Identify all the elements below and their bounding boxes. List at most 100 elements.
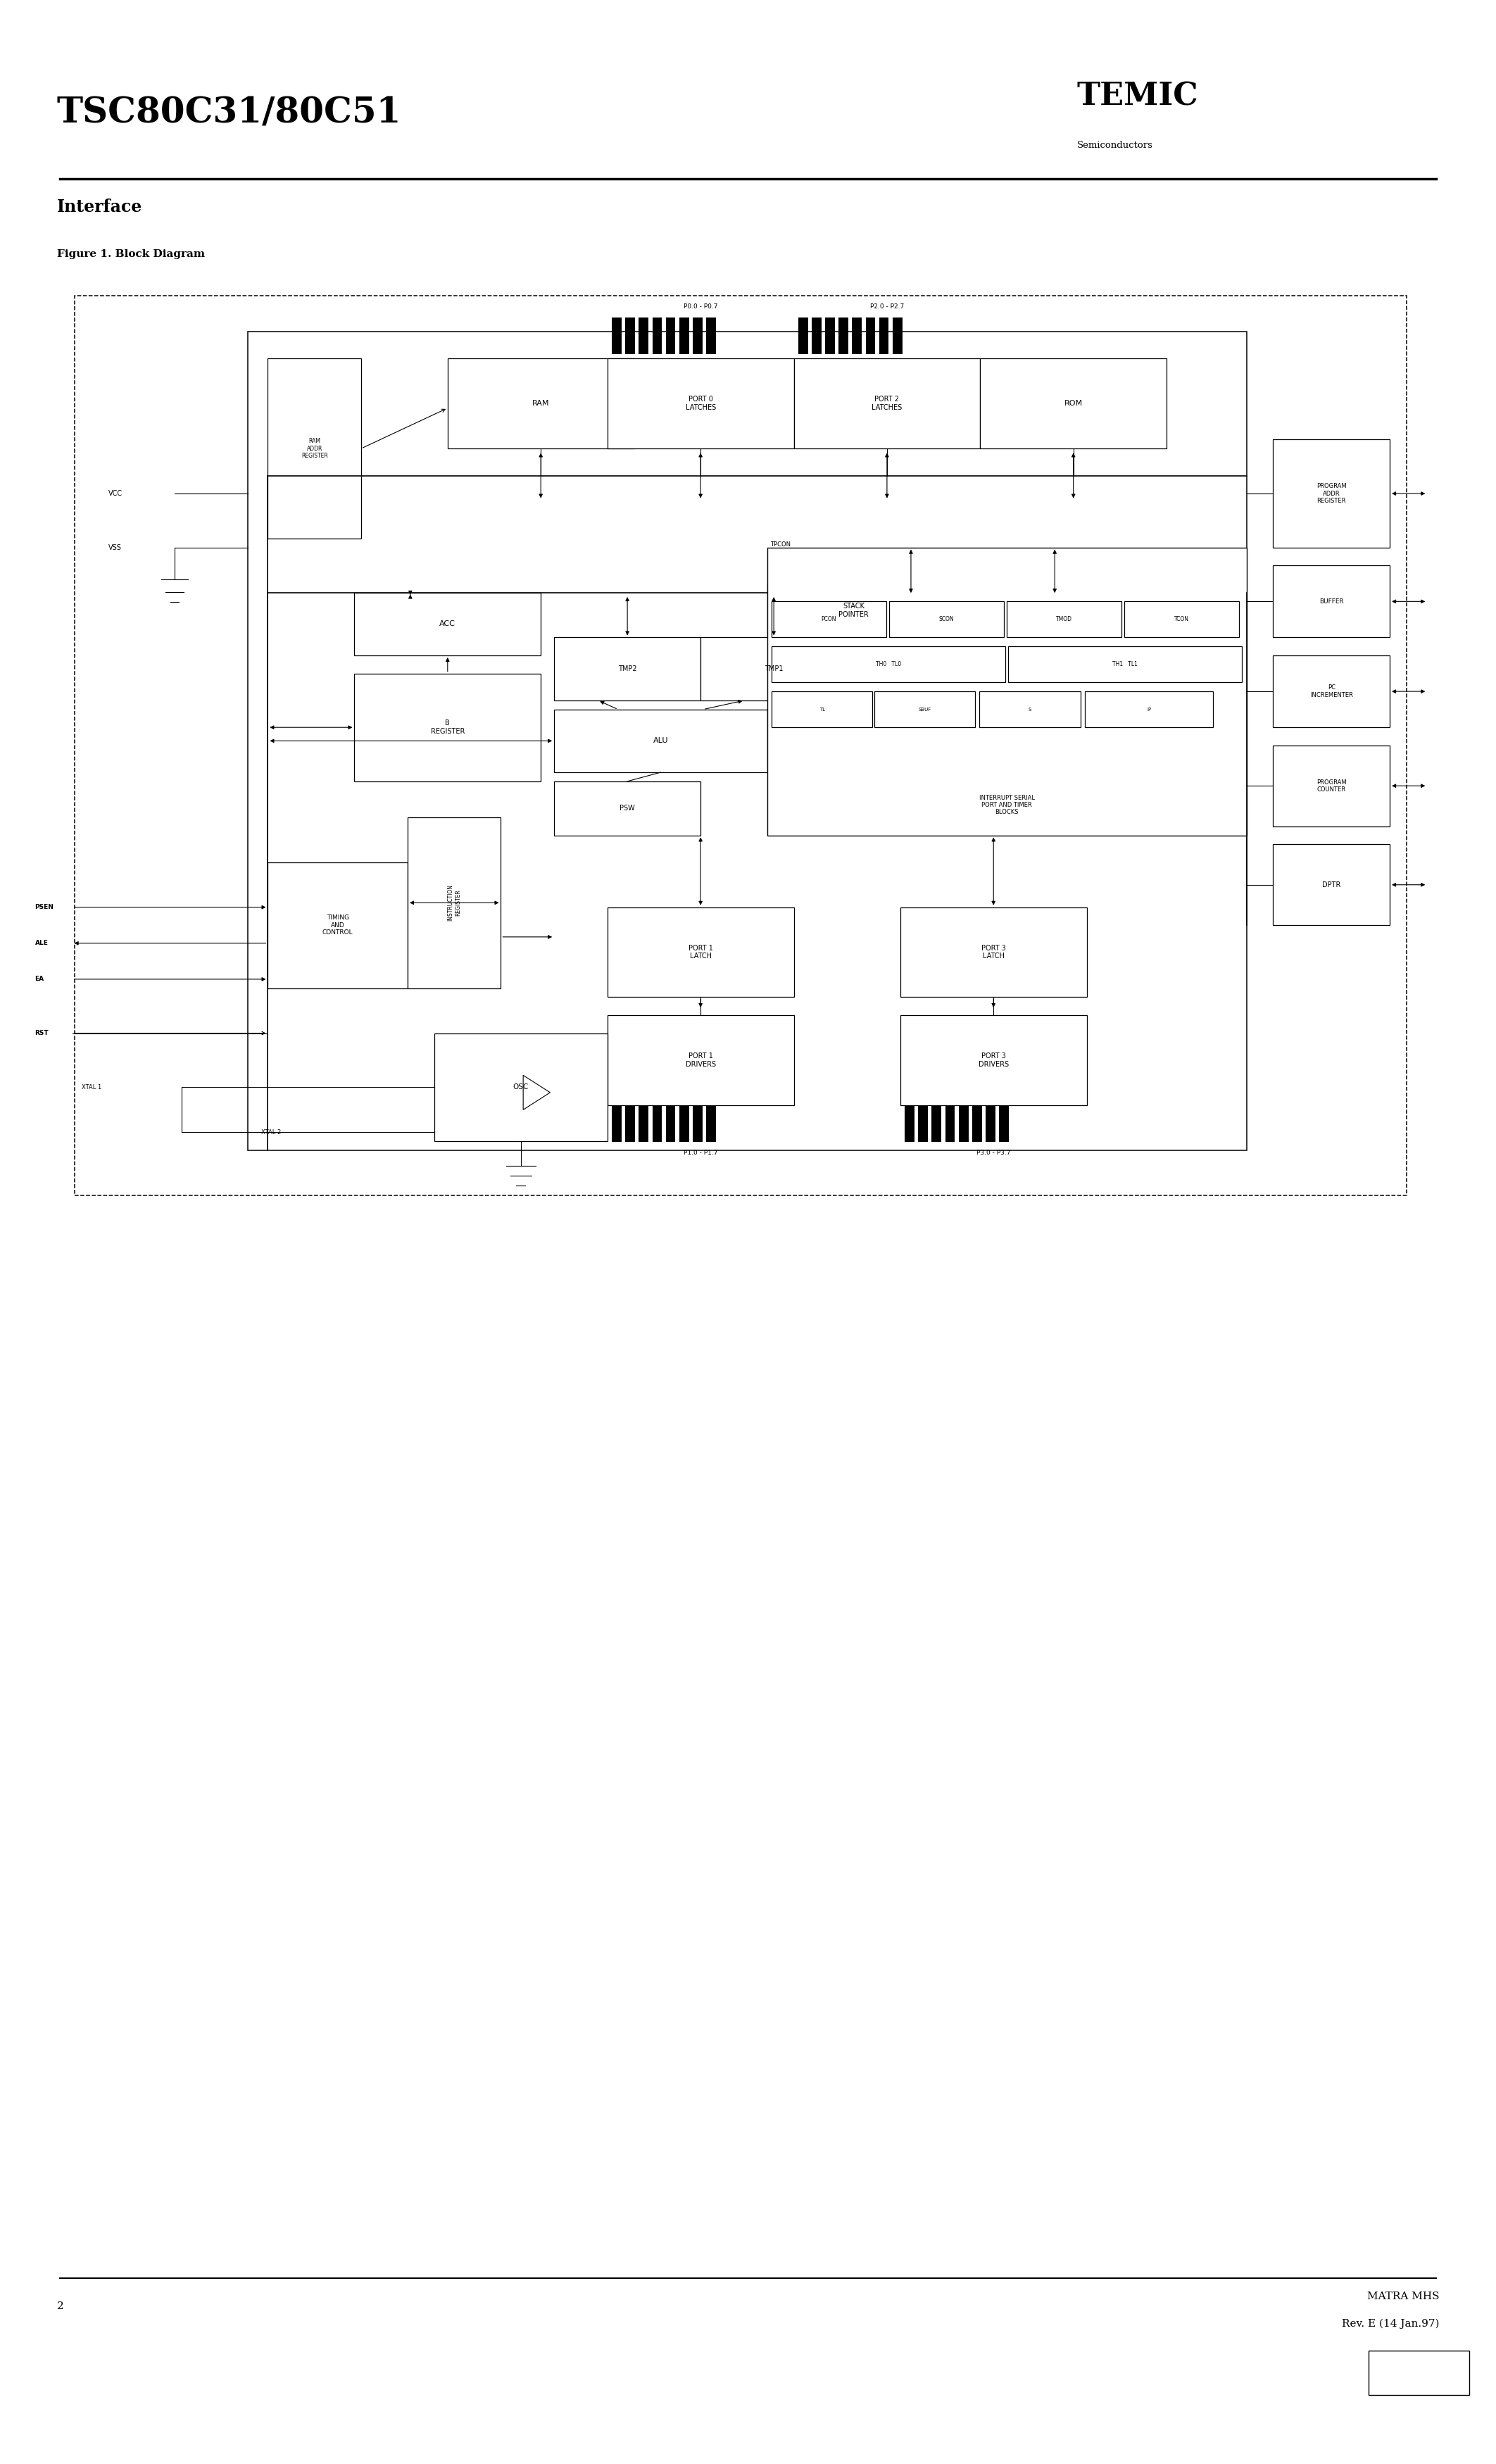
Bar: [853, 318, 862, 355]
Bar: [826, 318, 835, 355]
Text: VSS: VSS: [108, 545, 121, 552]
Text: STACK
POINTER: STACK POINTER: [839, 604, 869, 618]
Bar: [612, 318, 622, 355]
Bar: [1273, 564, 1390, 638]
Bar: [1369, 2351, 1469, 2395]
Bar: [767, 547, 1246, 835]
Text: SCON: SCON: [939, 616, 954, 623]
Bar: [612, 1104, 622, 1141]
Bar: [839, 318, 848, 355]
Bar: [959, 1104, 968, 1141]
Bar: [355, 673, 542, 781]
Text: PSW: PSW: [619, 806, 634, 811]
Text: MATRA MHS: MATRA MHS: [1367, 2292, 1439, 2301]
Bar: [972, 1104, 981, 1141]
Text: S: S: [1028, 707, 1032, 712]
Text: ALE: ALE: [34, 941, 48, 946]
Text: PORT 0
LATCHES: PORT 0 LATCHES: [685, 397, 715, 411]
Text: TH0   TL0: TH0 TL0: [875, 660, 901, 668]
Bar: [874, 692, 975, 727]
Bar: [679, 1104, 688, 1141]
Bar: [772, 601, 886, 638]
Text: PORT 3
DRIVERS: PORT 3 DRIVERS: [978, 1052, 1008, 1067]
Text: DPTR: DPTR: [1322, 882, 1340, 890]
Bar: [607, 360, 794, 448]
Text: PORT 1
DRIVERS: PORT 1 DRIVERS: [685, 1052, 715, 1067]
Bar: [919, 1104, 928, 1141]
Bar: [880, 318, 889, 355]
Text: PSEN: PSEN: [34, 904, 54, 909]
Text: B
REGISTER: B REGISTER: [431, 719, 465, 734]
Bar: [652, 318, 663, 355]
Text: TCON: TCON: [1174, 616, 1189, 623]
Text: P2.0 - P2.7: P2.0 - P2.7: [871, 303, 904, 310]
Bar: [607, 1015, 794, 1104]
Text: PORT 2
LATCHES: PORT 2 LATCHES: [872, 397, 902, 411]
Bar: [693, 318, 703, 355]
Bar: [652, 1104, 663, 1141]
Bar: [772, 646, 1005, 683]
Text: TMP2: TMP2: [618, 665, 637, 673]
Bar: [999, 1104, 1008, 1141]
Text: ACC: ACC: [440, 621, 456, 628]
Text: TSC80C31/80C51: TSC80C31/80C51: [57, 96, 401, 131]
Bar: [1273, 744, 1390, 825]
Text: RAM: RAM: [533, 399, 549, 407]
Text: TH1   TL1: TH1 TL1: [1113, 660, 1138, 668]
Bar: [625, 1104, 636, 1141]
Text: Interface: Interface: [57, 200, 142, 214]
Bar: [693, 1104, 703, 1141]
Text: Figure 1. Block Diagram: Figure 1. Block Diagram: [57, 249, 205, 259]
Text: TMOD: TMOD: [1056, 616, 1073, 623]
Bar: [945, 1104, 954, 1141]
Text: EA: EA: [34, 976, 43, 983]
Text: SBUF: SBUF: [919, 707, 931, 712]
Bar: [1007, 601, 1122, 638]
Bar: [772, 692, 872, 727]
Bar: [812, 318, 821, 355]
Text: IP: IP: [1147, 707, 1152, 712]
Bar: [666, 1104, 676, 1141]
Bar: [625, 318, 636, 355]
Text: 2: 2: [57, 2301, 64, 2311]
Text: XTAL 1: XTAL 1: [81, 1084, 102, 1089]
Text: TL: TL: [820, 707, 824, 712]
Text: INSTRUCTION
REGISTER: INSTRUCTION REGISTER: [447, 885, 461, 922]
Bar: [932, 1104, 941, 1141]
Bar: [980, 360, 1167, 448]
Bar: [980, 692, 1080, 727]
Text: TPCON: TPCON: [770, 542, 790, 547]
Bar: [75, 296, 1406, 1195]
Text: Semiconductors: Semiconductors: [1077, 140, 1153, 150]
Text: P1.0 - P1.7: P1.0 - P1.7: [684, 1148, 718, 1156]
Bar: [901, 907, 1086, 998]
Bar: [901, 1015, 1086, 1104]
Text: INTERRUPT SERIAL
PORT AND TIMER
BLOCKS: INTERRUPT SERIAL PORT AND TIMER BLOCKS: [978, 793, 1035, 816]
Text: TIMING
AND
CONTROL: TIMING AND CONTROL: [323, 914, 353, 936]
Text: PROGRAM
ADDR
REGISTER: PROGRAM ADDR REGISTER: [1316, 483, 1346, 505]
Bar: [607, 907, 794, 998]
Bar: [866, 318, 875, 355]
Bar: [767, 584, 941, 638]
Bar: [706, 318, 717, 355]
Text: Rev. E (14 Jan.97): Rev. E (14 Jan.97): [1342, 2319, 1439, 2328]
Text: VCC: VCC: [108, 490, 123, 498]
Text: TEMIC: TEMIC: [1077, 81, 1198, 111]
Bar: [268, 862, 407, 988]
Bar: [889, 601, 1004, 638]
Bar: [554, 781, 700, 835]
Text: P3.0 - P3.7: P3.0 - P3.7: [977, 1148, 1011, 1156]
Bar: [1273, 845, 1390, 924]
Text: RST: RST: [34, 1030, 49, 1037]
Bar: [447, 360, 634, 448]
Bar: [554, 638, 700, 700]
Bar: [700, 638, 847, 700]
Bar: [355, 591, 542, 655]
Text: P0.0 - P0.7: P0.0 - P0.7: [684, 303, 718, 310]
Bar: [268, 360, 361, 540]
Text: TMP1: TMP1: [764, 665, 782, 673]
Bar: [679, 318, 688, 355]
Text: ROM: ROM: [1064, 399, 1083, 407]
Text: OSC: OSC: [513, 1084, 528, 1092]
Bar: [407, 818, 501, 988]
